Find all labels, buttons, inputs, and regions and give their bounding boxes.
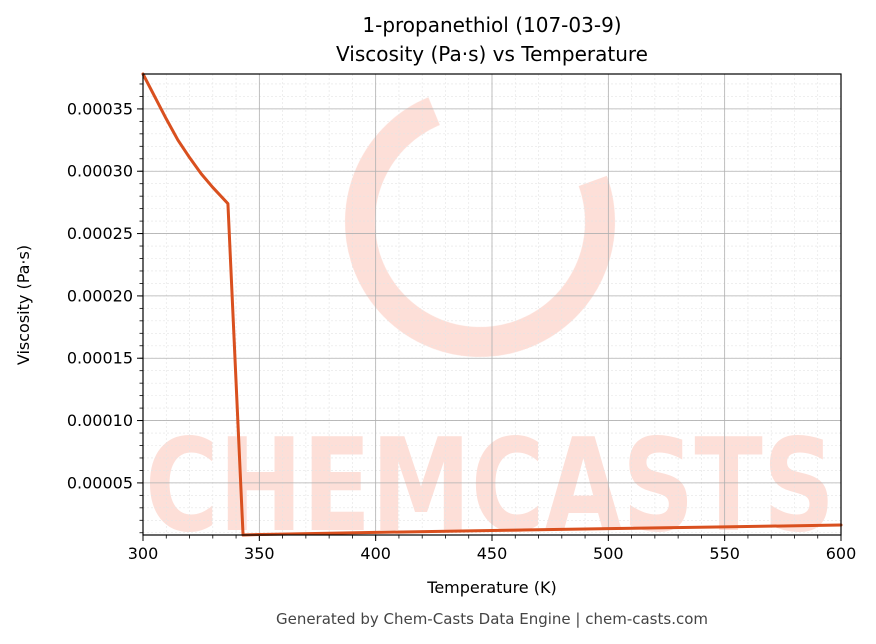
viscosity-series-line — [141, 72, 843, 537]
x-tick-label: 550 — [709, 544, 740, 563]
axis-ticks: 300 350 400 450 500 550 600 0.00005 0.00010 0.000… — [67, 83, 857, 563]
y-tick-label: 0.00010 — [67, 411, 133, 430]
x-tick-label: 500 — [593, 544, 624, 563]
plot-frame — [142, 73, 842, 536]
x-tick-label: 300 — [128, 544, 159, 563]
y-tick-label: 0.00005 — [67, 473, 133, 492]
grid — [142, 74, 842, 535]
y-tick-label: 0.00025 — [67, 224, 133, 243]
x-axis-label: Temperature (K) — [426, 578, 556, 597]
series-layer — [141, 72, 843, 537]
y-tick-label: 0.00015 — [67, 349, 133, 368]
y-axis-label: Viscosity (Pa·s) — [14, 245, 33, 365]
x-tick-label: 400 — [360, 544, 391, 563]
x-tick-label: 350 — [244, 544, 275, 563]
watermark-logo: CHEMCASTS — [145, 87, 835, 561]
y-tick-label: 0.00030 — [67, 162, 133, 181]
y-tick-label: 0.00020 — [67, 286, 133, 305]
y-tick-label: 0.00035 — [67, 99, 133, 118]
footer-credit: Generated by Chem-Casts Data Engine | ch… — [276, 610, 708, 628]
chart-subtitle: Viscosity (Pa·s) vs Temperature — [336, 42, 648, 66]
x-tick-label: 600 — [826, 544, 857, 563]
chart-title: 1-propanethiol (107-03-9) — [362, 13, 621, 37]
watermark-text: CHEMCASTS — [145, 412, 835, 561]
x-tick-label: 450 — [477, 544, 508, 563]
